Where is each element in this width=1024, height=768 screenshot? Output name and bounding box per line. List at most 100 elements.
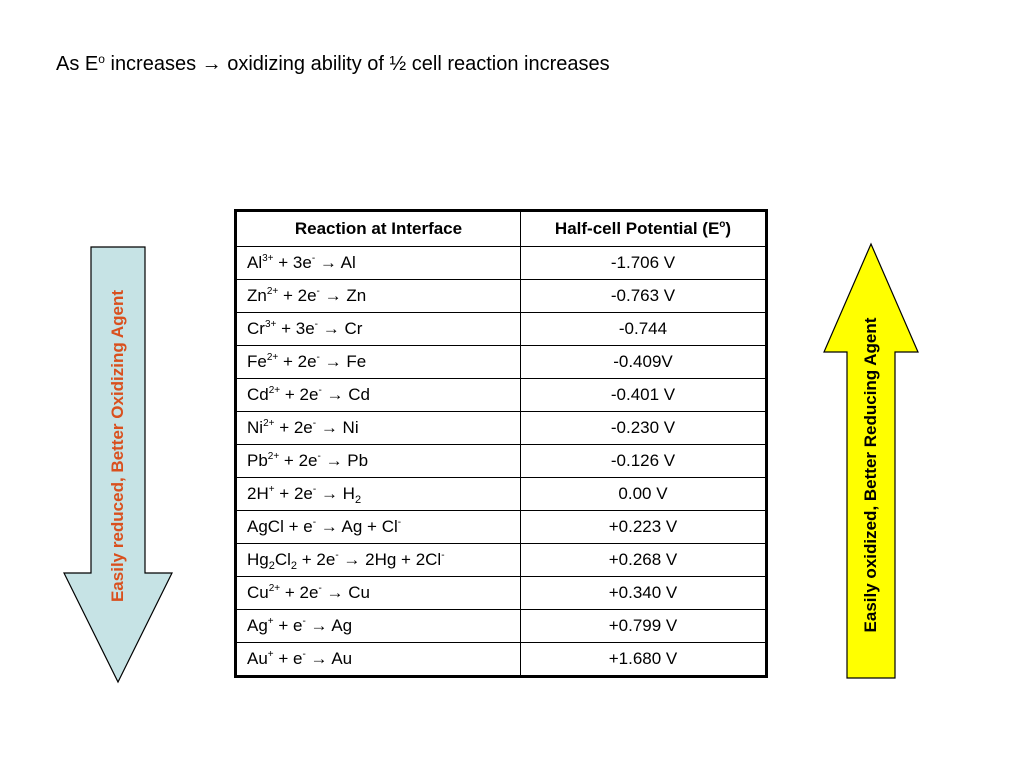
table-row: Cu2+ + 2e- → Cu +0.340 V	[236, 576, 766, 610]
reaction-text: → Ag	[305, 616, 353, 635]
header-reaction: Reaction at Interface	[236, 211, 521, 247]
reaction-text: → Ag + Cl	[316, 517, 398, 536]
reaction-text: → Cu	[321, 583, 370, 602]
reaction-text: Al	[247, 253, 263, 272]
reaction-cell: Ni2+ + 2e- → Ni	[236, 411, 521, 445]
reaction-cell: Zn2+ + 2e- → Zn	[236, 279, 521, 313]
reaction-text: + 2e	[297, 550, 336, 569]
reaction-cell: Au+ + e- → Au	[236, 642, 521, 676]
potential-cell: +0.799 V	[520, 609, 766, 643]
reaction-text: -	[314, 319, 318, 330]
potential-cell: -0.230 V	[520, 411, 766, 445]
reaction-text: + 2e	[274, 484, 313, 503]
reaction-text: +	[268, 484, 275, 495]
table-row: Pb2+ + 2e- → Pb -0.126 V	[236, 444, 766, 478]
reaction-text: 2	[354, 494, 362, 506]
header-potential-suffix: )	[725, 219, 732, 238]
table-row: Cd2+ + 2e- → Cd -0.401 V	[236, 378, 766, 412]
reaction-text: -	[302, 616, 306, 627]
potential-cell: -0.744	[520, 312, 766, 346]
reaction-text: +	[267, 616, 274, 627]
header-potential: Half-cell Potential (Eo)	[520, 211, 766, 247]
reaction-text: AgCl + e	[247, 517, 313, 536]
reaction-text: 2	[268, 560, 275, 572]
potential-cell: +1.680 V	[520, 642, 766, 676]
reaction-text: 2+	[266, 352, 279, 363]
reaction-text: → Zn	[319, 286, 367, 305]
up-arrow-icon	[823, 242, 919, 679]
potential-cell: 0.00 V	[520, 477, 766, 511]
reaction-cell: Fe2+ + 2e- → Fe	[236, 345, 521, 379]
reaction-text: Cl	[274, 550, 291, 569]
reaction-text: → Fe	[319, 352, 367, 371]
header-potential-prefix: Half-cell Potential (E	[554, 219, 720, 238]
reaction-text: -	[318, 385, 322, 396]
table-row: 2H+ + 2e- → H2 0.00 V	[236, 477, 766, 511]
table-row: Ni2+ + 2e- → Ni -0.230 V	[236, 411, 766, 445]
right-arrow-label: Easily oxidized, Better Reducing Agent	[861, 317, 880, 633]
reaction-text: -	[397, 517, 402, 528]
reaction-text: → Pb	[320, 451, 369, 470]
table-row: Zn2+ + 2e- → Zn -0.763 V	[236, 279, 766, 313]
reaction-text: 2	[290, 560, 298, 572]
reaction-text: + e	[273, 616, 303, 635]
table-row: Hg2Cl2 + 2e- → 2Hg + 2Cl- +0.268 V	[236, 543, 766, 577]
reaction-text: + 2e	[278, 352, 317, 371]
headline-suffix: oxidizing ability of ½ cell reaction inc…	[221, 53, 610, 75]
reaction-text: -	[311, 253, 316, 264]
reaction-text: Cd	[247, 385, 269, 404]
reaction-text: Zn	[247, 286, 267, 305]
reaction-text: 2+	[263, 418, 275, 429]
down-arrow-icon	[63, 246, 173, 684]
reaction-text: → Cr	[318, 319, 363, 338]
half-cell-potential-table: Reaction at Interface Half-cell Potentia…	[234, 209, 768, 678]
left-arrow-label: Easily reduced, Better Oxidizing Agent	[108, 289, 127, 603]
reaction-text: -	[312, 484, 317, 495]
reaction-text: Fe	[247, 352, 267, 371]
reaction-text: -	[335, 550, 339, 561]
reaction-text: Cu	[247, 583, 269, 602]
reaction-cell: Cd2+ + 2e- → Cd	[236, 378, 521, 412]
table-row: Au+ + e- → Au +1.680 V	[236, 642, 766, 676]
reaction-cell: Pb2+ + 2e- → Pb	[236, 444, 521, 478]
headline: As Eo increases → oxidizing ability of ½…	[56, 53, 610, 76]
header-potential-sup: o	[719, 219, 726, 230]
reaction-text: Cr	[247, 319, 265, 338]
potential-cell: -0.763 V	[520, 279, 766, 313]
reaction-cell: Ag+ + e- → Ag	[236, 609, 521, 643]
reaction-text: -	[316, 286, 320, 297]
reaction-text: Pb	[247, 451, 268, 470]
potential-cell: -0.409V	[520, 345, 766, 379]
reaction-text: -	[312, 418, 317, 429]
reaction-text: + 2e	[280, 385, 319, 404]
reaction-text: Hg	[247, 550, 269, 569]
reaction-cell: 2H+ + 2e- → H2	[236, 477, 521, 511]
table-row: Cr3+ + 3e- → Cr -0.744	[236, 312, 766, 346]
reaction-text: -	[441, 550, 445, 561]
reaction-text: -	[318, 583, 322, 594]
headline-sup: o	[98, 52, 105, 66]
reaction-text: 2+	[268, 583, 281, 594]
reaction-text: → Ni	[316, 418, 359, 437]
potential-cell: -0.401 V	[520, 378, 766, 412]
reaction-text: + 2e	[274, 418, 313, 437]
table-row: AgCl + e- → Ag + Cl- +0.223 V	[236, 510, 766, 544]
reaction-text: → H	[316, 484, 355, 503]
potential-cell: +0.340 V	[520, 576, 766, 610]
reaction-text: 3+	[264, 319, 277, 330]
reaction-text: Ni	[247, 418, 264, 437]
potential-cell: +0.223 V	[520, 510, 766, 544]
table-row: Ag+ + e- → Ag +0.799 V	[236, 609, 766, 643]
reaction-cell: Cu2+ + 2e- → Cu	[236, 576, 521, 610]
reaction-text: + 3e	[273, 253, 312, 272]
reaction-text: + e	[273, 649, 303, 668]
reaction-text: +	[267, 649, 274, 660]
headline-middle: increases	[104, 53, 202, 75]
reaction-text: 2+	[266, 286, 279, 297]
reaction-text: + 2e	[279, 451, 318, 470]
reaction-text: Au	[247, 649, 268, 668]
reaction-text: → Al	[315, 253, 356, 272]
right-arrow-icon: →	[201, 53, 222, 75]
potential-cell: +0.268 V	[520, 543, 766, 577]
reaction-text: → Cd	[321, 385, 370, 404]
